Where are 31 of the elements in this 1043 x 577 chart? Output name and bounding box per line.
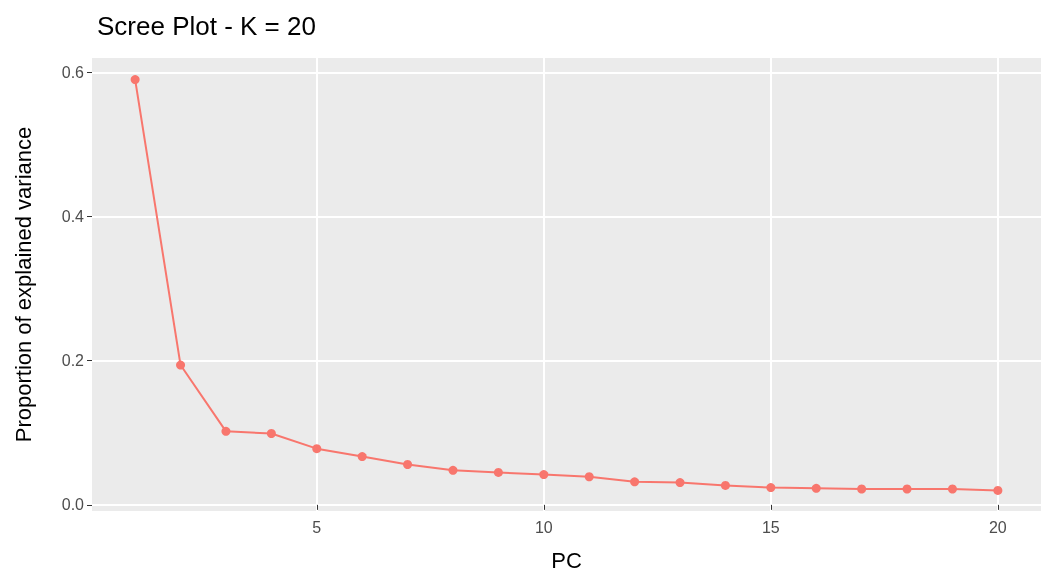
point <box>720 480 730 490</box>
point <box>357 452 367 462</box>
point <box>630 477 640 487</box>
point <box>947 484 957 494</box>
point <box>266 429 276 439</box>
point <box>403 460 413 470</box>
x-tick-label: 20 <box>988 518 1007 536</box>
y-tick-label: 0.2 <box>61 352 85 370</box>
y-axis-title: Proportion of explained variance <box>10 126 36 443</box>
x-tick-label: 5 <box>312 518 322 536</box>
point <box>993 485 1003 495</box>
x-tick-label: 10 <box>534 518 553 536</box>
y-tick-label: 0.0 <box>61 496 85 514</box>
point <box>902 484 912 494</box>
chart-title: Scree Plot - K = 20 <box>97 11 316 41</box>
point <box>811 483 821 493</box>
y-tick-label: 0.4 <box>61 208 85 226</box>
point <box>584 472 594 482</box>
y-tick-label: 0.6 <box>61 63 85 81</box>
point <box>675 478 685 488</box>
x-tick-label: 15 <box>761 518 780 536</box>
point <box>221 426 231 436</box>
point <box>176 360 186 370</box>
x-axis-title: PC <box>551 547 582 573</box>
point <box>857 484 867 494</box>
point <box>448 465 458 475</box>
point <box>766 483 776 493</box>
point <box>130 75 140 85</box>
point <box>312 444 322 454</box>
point <box>539 470 549 480</box>
point <box>493 467 503 477</box>
